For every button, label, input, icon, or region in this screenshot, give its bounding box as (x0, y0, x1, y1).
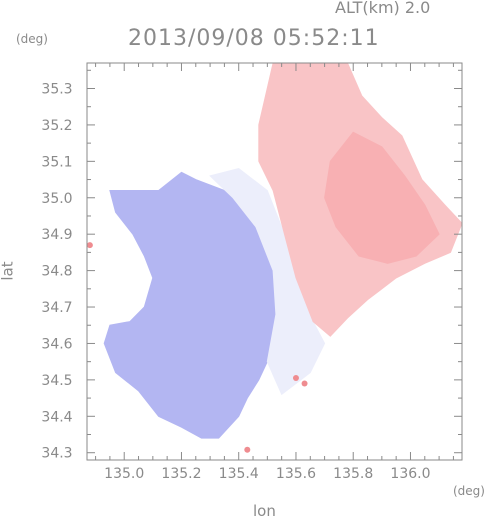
x-tick-label: 135.2 (161, 466, 201, 482)
x-tick-label: 135.8 (333, 466, 373, 482)
y-tick-label: 34.3 (41, 446, 72, 462)
y-tick-label: 34.7 (41, 300, 72, 316)
echo-point-1 (301, 380, 308, 387)
y-tick-label: 34.8 (41, 264, 72, 280)
echo-points (86, 242, 308, 453)
y-tick-label: 34.9 (41, 227, 72, 243)
y-axis-unit: (deg) (16, 32, 48, 46)
echo-point-0 (292, 375, 299, 382)
echo-point-3 (86, 242, 93, 249)
plot-frame (86, 62, 463, 461)
x-axis-label: lon (253, 502, 276, 520)
x-axis-unit: (deg) (453, 484, 485, 498)
x-tick-label: 135.6 (276, 466, 316, 482)
y-tick-label: 35.2 (41, 118, 72, 134)
echo-east-core-region (324, 131, 440, 264)
echo-regions (103, 62, 463, 439)
y-tick-label: 35.1 (41, 154, 72, 170)
x-tick-label: 135.4 (219, 466, 259, 482)
y-tick-label: 34.4 (41, 409, 72, 425)
x-tick-label: 135.0 (104, 466, 144, 482)
axis-ticks: 135.0 135.2 135.4 135.6 135.8 136.0 34.3 34.4 34… (41, 63, 462, 482)
x-tick-label: 136.0 (390, 466, 430, 482)
echo-point-2 (244, 446, 251, 453)
altitude-label: ALT(km) 2.0 (335, 0, 431, 17)
y-tick-label: 34.6 (41, 336, 72, 352)
echo-transition-region (209, 168, 326, 396)
y-tick-label: 34.5 (41, 373, 72, 389)
timestamp-title: 2013/09/08 05:52:11 (128, 26, 380, 51)
y-tick-label: 35.3 (41, 81, 72, 97)
y-tick-label: 35.0 (41, 191, 72, 207)
